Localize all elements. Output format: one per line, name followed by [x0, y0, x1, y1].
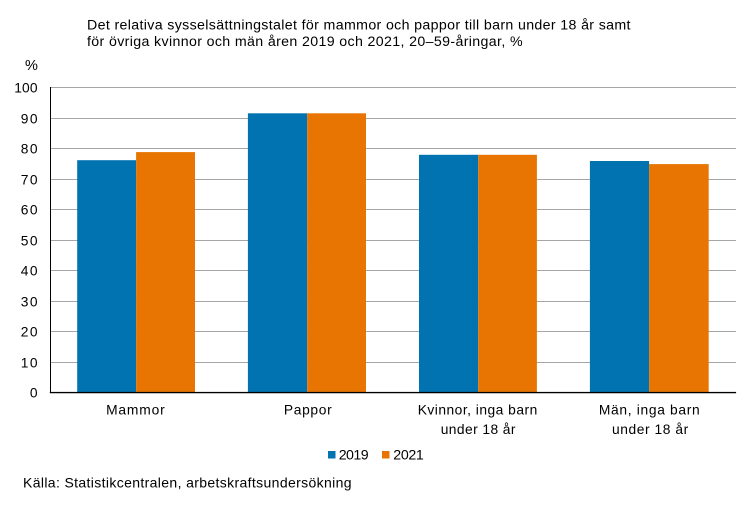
- svg-text:50: 50: [21, 233, 38, 248]
- svg-text:för övriga kvinnor och män åre: för övriga kvinnor och män åren 2019 och…: [87, 34, 523, 50]
- svg-text:70: 70: [21, 172, 38, 187]
- svg-text:30: 30: [21, 294, 38, 309]
- svg-text:Män, inga barn: Män, inga barn: [599, 403, 700, 418]
- svg-text:40: 40: [21, 263, 38, 278]
- svg-text:90: 90: [21, 111, 38, 126]
- svg-text:Kvinnor, inga barn: Kvinnor, inga barn: [418, 403, 538, 418]
- svg-text:0: 0: [30, 385, 38, 400]
- svg-text:under 18 år: under 18 år: [612, 422, 689, 437]
- svg-text:80: 80: [21, 141, 38, 156]
- svg-text:10: 10: [21, 355, 38, 370]
- svg-text:%: %: [25, 58, 38, 74]
- svg-text:2021: 2021: [393, 448, 424, 464]
- svg-text:2019: 2019: [339, 448, 369, 464]
- svg-text:Pappor: Pappor: [284, 403, 332, 418]
- svg-text:60: 60: [21, 202, 38, 217]
- svg-text:under 18 år: under 18 år: [441, 422, 516, 437]
- svg-text:20: 20: [21, 324, 38, 339]
- svg-text:Källa: Statistikcentralen, arb: Källa: Statistikcentralen, arbetskraftsu…: [23, 475, 352, 491]
- svg-text:Det relativa sysselsättningsta: Det relativa sysselsättningstalet för ma…: [87, 18, 631, 34]
- svg-text:Mammor: Mammor: [106, 403, 165, 418]
- svg-text:100: 100: [14, 80, 38, 95]
